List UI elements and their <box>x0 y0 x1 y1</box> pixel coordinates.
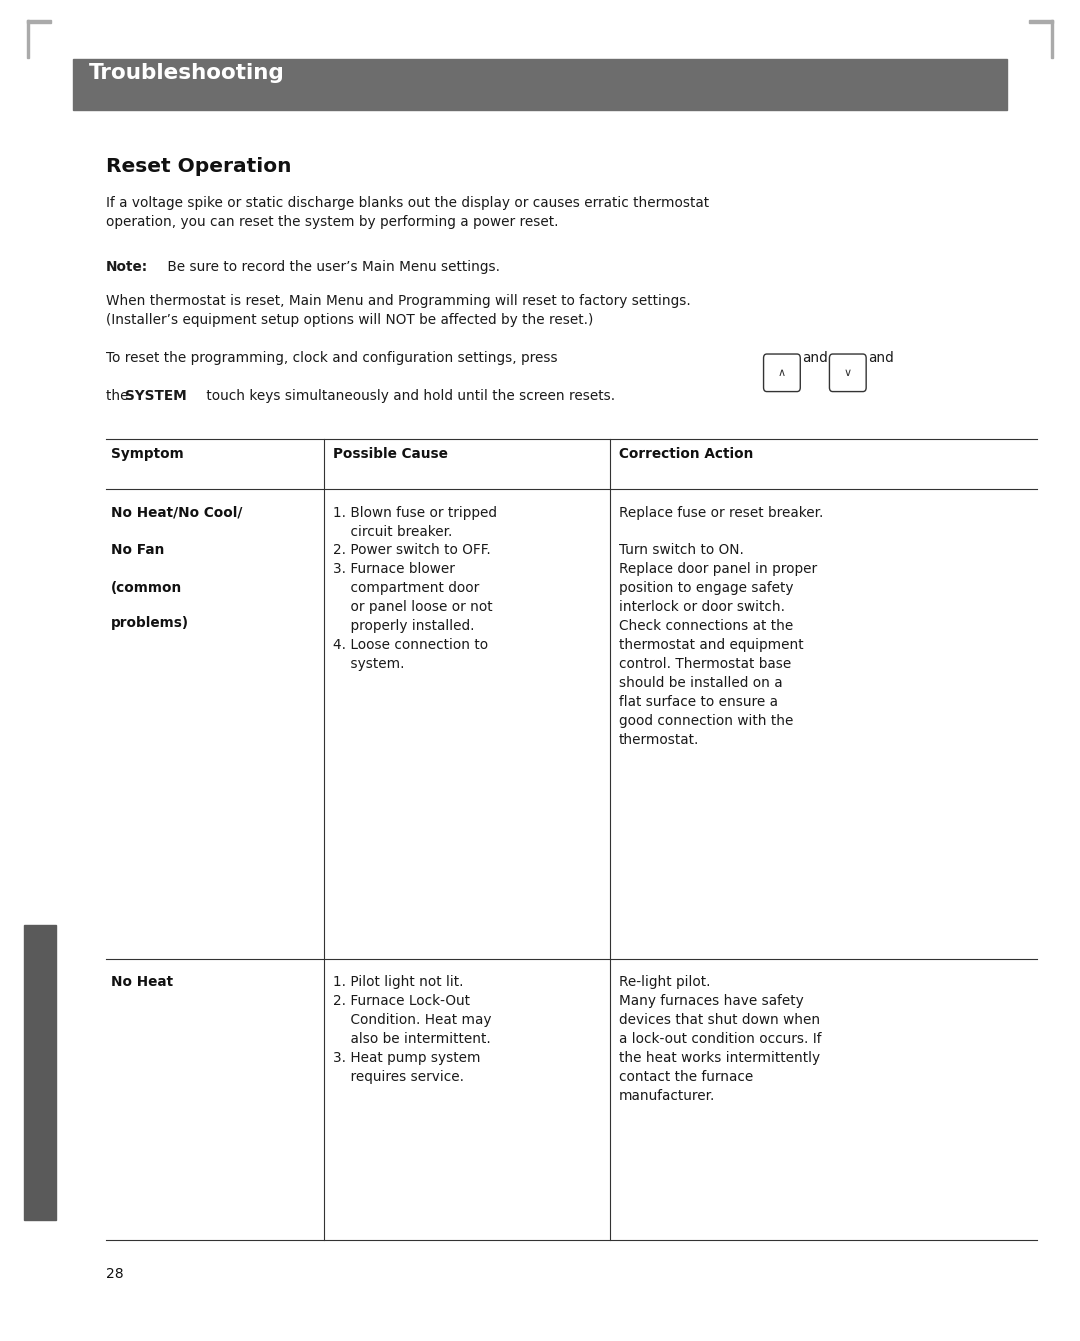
Text: touch keys simultaneously and hold until the screen resets.: touch keys simultaneously and hold until… <box>202 389 616 402</box>
FancyBboxPatch shape <box>764 354 800 392</box>
Text: 1. Pilot light not lit.
2. Furnace Lock-Out
    Condition. Heat may
    also be : 1. Pilot light not lit. 2. Furnace Lock-… <box>333 975 491 1084</box>
Bar <box>73 59 1007 110</box>
Text: Replace fuse or reset breaker.

Turn switch to ON.
Replace door panel in proper
: Replace fuse or reset breaker. Turn swit… <box>619 506 823 747</box>
Text: No Fan: No Fan <box>111 543 164 557</box>
Text: ∨: ∨ <box>843 367 852 378</box>
Text: Be sure to record the user’s Main Menu settings.: Be sure to record the user’s Main Menu s… <box>163 260 500 274</box>
FancyBboxPatch shape <box>829 354 866 392</box>
Text: No Heat: No Heat <box>111 975 174 988</box>
Bar <box>1029 20 1053 23</box>
Text: Correction Action: Correction Action <box>619 447 753 460</box>
Bar <box>24 925 56 1220</box>
Text: the: the <box>106 389 133 402</box>
Text: Reset Operation: Reset Operation <box>106 157 292 176</box>
Text: When thermostat is reset, Main Menu and Programming will reset to factory settin: When thermostat is reset, Main Menu and … <box>106 294 690 327</box>
Text: and: and <box>802 351 828 365</box>
Bar <box>1051 20 1053 58</box>
Text: Possible Cause: Possible Cause <box>333 447 447 460</box>
Text: problems): problems) <box>111 616 189 629</box>
Bar <box>27 20 29 58</box>
Text: Note:: Note: <box>106 260 148 274</box>
Text: If a voltage spike or static discharge blanks out the display or causes erratic : If a voltage spike or static discharge b… <box>106 196 708 229</box>
Text: To reset the programming, clock and configuration settings, press: To reset the programming, clock and conf… <box>106 351 562 365</box>
Text: and: and <box>868 351 894 365</box>
Text: (common: (common <box>111 581 183 594</box>
Text: ∧: ∧ <box>778 367 786 378</box>
Text: Symptom: Symptom <box>111 447 184 460</box>
Text: SYSTEM: SYSTEM <box>125 389 187 402</box>
Text: TROUBLESHOOTING: TROUBLESHOOTING <box>36 1026 44 1120</box>
Text: No Heat/No Cool/: No Heat/No Cool/ <box>111 506 243 519</box>
Text: Re-light pilot.
Many furnaces have safety
devices that shut down when
a lock-out: Re-light pilot. Many furnaces have safet… <box>619 975 821 1102</box>
Text: 1. Blown fuse or tripped
    circuit breaker.
2. Power switch to OFF.
3. Furnace: 1. Blown fuse or tripped circuit breaker… <box>333 506 497 670</box>
Bar <box>27 20 51 23</box>
Text: 28: 28 <box>106 1267 123 1281</box>
Text: Troubleshooting: Troubleshooting <box>89 63 284 83</box>
